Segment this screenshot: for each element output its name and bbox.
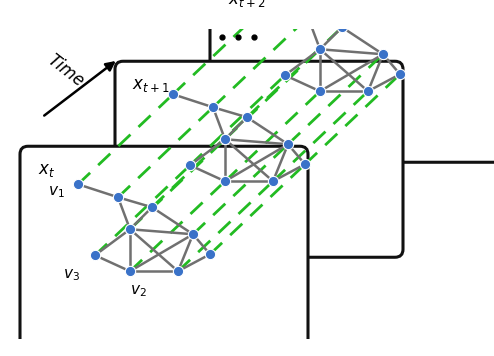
- Text: $x_{t+2}$: $x_{t+2}$: [228, 0, 265, 9]
- Point: [206, 251, 214, 257]
- Point: [364, 88, 372, 94]
- FancyBboxPatch shape: [20, 146, 308, 347]
- Point: [126, 226, 134, 232]
- Point: [264, 1, 272, 7]
- Text: $v_1$: $v_1$: [47, 184, 64, 200]
- Point: [316, 88, 324, 94]
- Point: [74, 182, 82, 187]
- Text: $x_t$: $x_t$: [38, 161, 55, 179]
- Text: $v_3$: $v_3$: [63, 267, 80, 283]
- Point: [189, 231, 197, 237]
- Point: [281, 72, 289, 78]
- Point: [209, 104, 217, 110]
- FancyBboxPatch shape: [210, 0, 494, 162]
- Point: [126, 268, 134, 274]
- Point: [269, 178, 277, 184]
- Point: [221, 136, 229, 142]
- Point: [316, 46, 324, 52]
- FancyBboxPatch shape: [115, 61, 403, 257]
- Point: [243, 114, 251, 120]
- Point: [91, 252, 99, 258]
- Point: [396, 72, 404, 77]
- Point: [186, 162, 194, 168]
- Point: [174, 268, 182, 274]
- Point: [338, 25, 346, 30]
- Text: $x_{t+1}$: $x_{t+1}$: [132, 76, 169, 94]
- Point: [114, 194, 122, 200]
- Point: [221, 178, 229, 184]
- Text: $v_2$: $v_2$: [129, 283, 146, 299]
- Point: [379, 51, 387, 57]
- Point: [148, 204, 156, 210]
- Point: [284, 141, 292, 147]
- Point: [304, 14, 312, 20]
- Text: Time: Time: [44, 51, 88, 90]
- Point: [301, 161, 309, 167]
- Point: [169, 91, 177, 97]
